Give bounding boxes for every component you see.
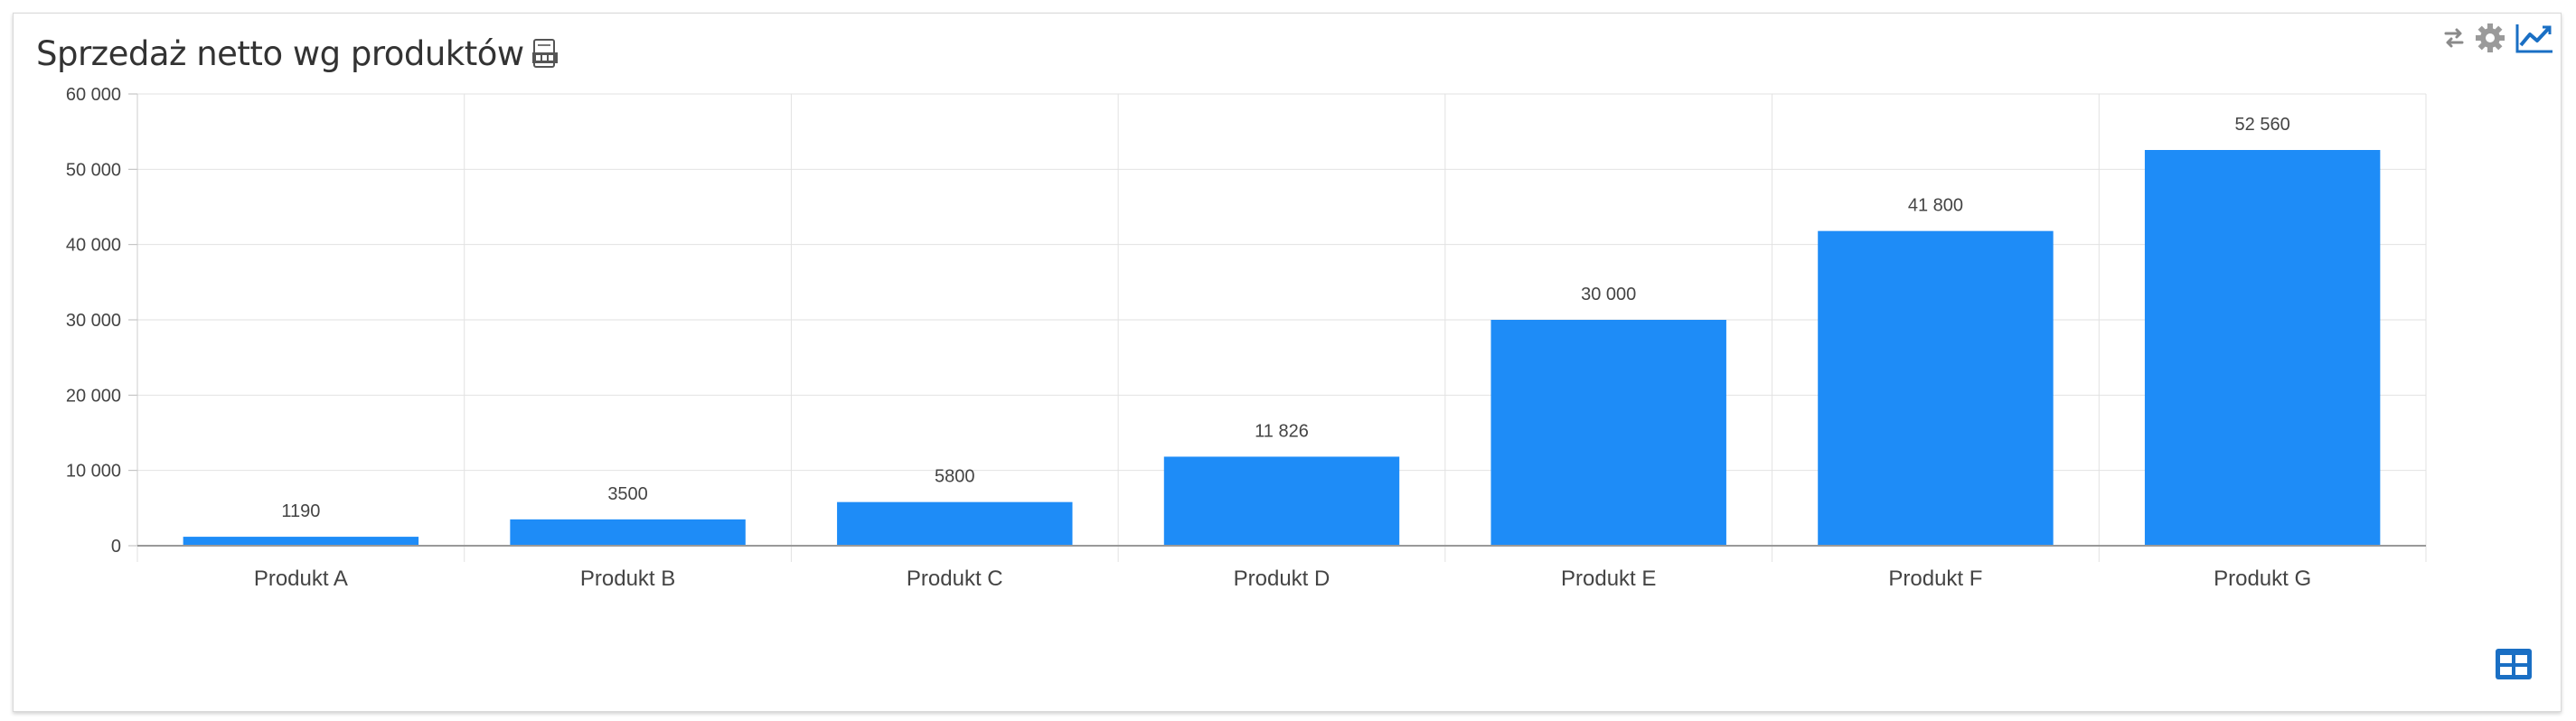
bar [1163,456,1400,546]
bar [2144,150,2381,546]
data-label: 41 800 [1908,196,1963,216]
x-tick-label: Produkt A [254,566,348,591]
data-label: 5800 [935,467,975,487]
gear-icon[interactable] [2475,23,2505,58]
line-chart-icon[interactable] [2515,22,2554,59]
bar [510,519,746,546]
y-tick-label: 0 [111,537,121,557]
bar [837,501,1073,546]
bar [1818,230,2054,546]
x-tick-label: Produkt B [580,566,675,591]
x-tick-label: Produkt G [2214,566,2311,591]
page-title: Sprzedaż netto wg produktów [36,34,524,73]
chart-toolbar [2442,22,2554,59]
x-tick-label: Produkt C [907,566,1003,591]
x-tick-label: Produkt E [1561,566,1656,591]
x-tick-label: Produkt F [1888,566,1982,591]
chart-panel [13,13,2562,712]
data-label: 30 000 [1581,285,1636,304]
data-label: 1190 [281,501,320,521]
table-view-icon[interactable] [2495,648,2533,685]
y-tick-label: 10 000 [66,462,121,482]
y-tick-label: 30 000 [66,311,121,331]
y-tick-label: 20 000 [66,386,121,406]
data-label: 11 826 [1255,421,1309,441]
bar [1490,320,1726,546]
y-tick-label: 50 000 [66,160,121,180]
data-label: 3500 [607,484,648,504]
chart-title-row: Sprzedaż netto wg produktów [36,34,559,73]
refresh-arrows-icon[interactable] [2442,24,2466,56]
x-tick-label: Produkt D [1234,566,1330,591]
y-tick-label: 60 000 [66,85,121,105]
bar [183,537,419,546]
csv-export-icon[interactable] [531,38,559,70]
y-tick-label: 40 000 [66,236,121,256]
data-label: 52 560 [2235,115,2290,135]
